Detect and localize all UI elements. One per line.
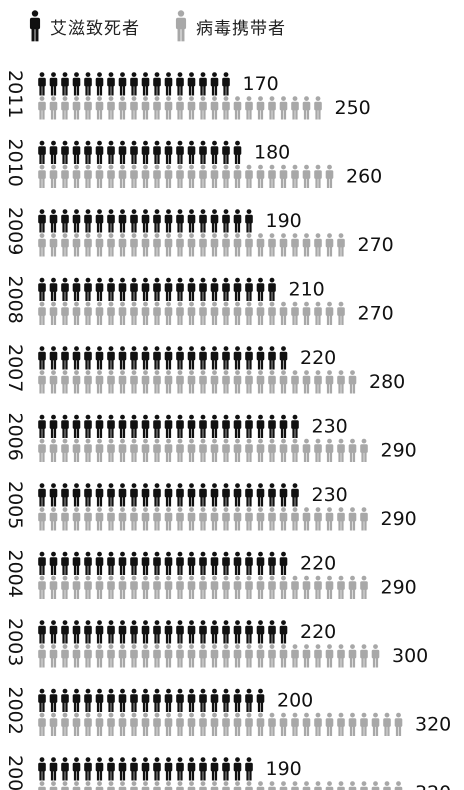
year-label: 2010 <box>4 139 26 187</box>
bar-carriers <box>38 96 322 120</box>
bar-deaths <box>38 140 242 164</box>
year-label: 2009 <box>4 207 26 255</box>
year-label: 2004 <box>4 550 26 598</box>
bar-carriers <box>38 507 368 531</box>
person-icon-gray <box>175 10 187 42</box>
value-label-deaths: 180 <box>254 142 290 164</box>
value-label-carriers: 270 <box>358 303 394 325</box>
legend: 艾滋致死者 病毒携带者 <box>28 8 320 44</box>
bar-carriers <box>38 438 368 462</box>
value-label-deaths: 220 <box>300 553 336 575</box>
value-label-deaths: 190 <box>266 758 302 780</box>
value-label-deaths: 190 <box>266 210 302 232</box>
value-label-deaths: 210 <box>289 279 325 301</box>
value-label-deaths: 230 <box>312 416 348 438</box>
bar-carriers <box>38 712 403 736</box>
value-label-deaths: 230 <box>312 484 348 506</box>
year-label: 2011 <box>4 70 26 118</box>
bar-carriers <box>38 644 380 668</box>
bar-deaths <box>38 277 276 301</box>
value-label-deaths: 170 <box>243 73 279 95</box>
legend-item-carriers: 病毒携带者 <box>174 10 286 42</box>
bar-carriers <box>38 370 357 394</box>
value-label-carriers: 260 <box>346 166 382 188</box>
year-label: 2001 <box>4 755 26 790</box>
person-icon-dark <box>29 10 41 42</box>
value-label-carriers: 320 <box>415 714 451 736</box>
value-label-carriers: 290 <box>381 440 417 462</box>
bar-deaths <box>38 414 299 438</box>
value-label-carriers: 280 <box>369 371 405 393</box>
bar-deaths <box>38 72 230 96</box>
value-label-carriers: 320 <box>415 782 451 790</box>
year-label: 2006 <box>4 413 26 461</box>
bar-deaths <box>38 620 288 644</box>
year-label: 2003 <box>4 618 26 666</box>
year-label: 2007 <box>4 344 26 392</box>
bar-deaths <box>38 209 253 233</box>
value-label-carriers: 250 <box>335 97 371 119</box>
legend-item-deaths: 艾滋致死者 <box>28 10 140 42</box>
value-label-deaths: 200 <box>277 690 313 712</box>
legend-label-deaths: 艾滋致死者 <box>50 18 140 39</box>
bar-deaths <box>38 757 253 781</box>
bar-deaths <box>38 346 288 370</box>
year-label: 2005 <box>4 481 26 529</box>
value-label-carriers: 300 <box>392 645 428 667</box>
bar-carriers <box>38 301 345 325</box>
value-label-carriers: 270 <box>358 234 394 256</box>
bar-deaths <box>38 551 288 575</box>
value-label-carriers: 290 <box>381 508 417 530</box>
bar-deaths <box>38 688 265 712</box>
value-label-deaths: 220 <box>300 347 336 369</box>
value-label-carriers: 290 <box>381 577 417 599</box>
bar-deaths <box>38 483 299 507</box>
value-label-deaths: 220 <box>300 621 336 643</box>
bar-carriers <box>38 575 368 599</box>
year-label: 2002 <box>4 687 26 735</box>
bar-carriers <box>38 233 345 257</box>
legend-label-carriers: 病毒携带者 <box>196 18 286 39</box>
year-label: 2008 <box>4 276 26 324</box>
bar-carriers <box>38 781 403 790</box>
bar-carriers <box>38 164 334 188</box>
